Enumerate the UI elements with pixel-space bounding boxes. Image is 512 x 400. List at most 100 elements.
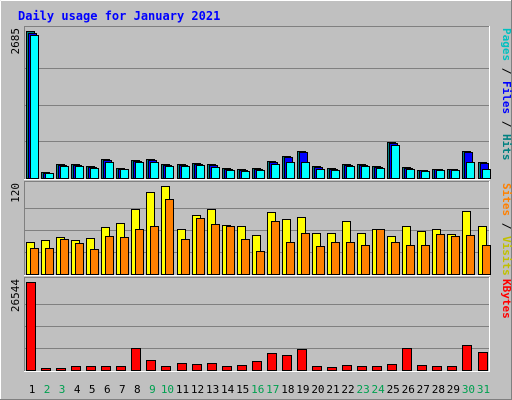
bar-hits-pages-day-24: [376, 168, 385, 179]
bar-visits-sites-day-5: [90, 249, 99, 275]
bar-kbytes-kbytes-day-19: [297, 349, 307, 371]
bar-kbytes-kbytes-day-10: [161, 366, 171, 371]
day-label-17: 17: [266, 383, 279, 396]
panel-hits: 2685 Pages / Files / Hits: [9, 26, 512, 180]
bar-visits-sites-day-12: [196, 218, 205, 275]
bar-visits-sites-day-1: [30, 248, 39, 275]
bar-visits-sites-day-27: [421, 245, 430, 275]
day-label-25: 25: [387, 383, 400, 396]
bar-hits-pages-day-8: [135, 162, 144, 179]
bar-hits-pages-day-29: [451, 170, 460, 179]
bar-hits-pages-day-1: [30, 35, 39, 179]
bar-kbytes-kbytes-day-6: [101, 366, 111, 371]
bar-hits-pages-day-30: [466, 162, 475, 179]
bar-hits-pages-day-7: [120, 169, 129, 179]
bar-kbytes-kbytes-day-15: [237, 365, 247, 371]
bar-visits-sites-day-23: [361, 245, 370, 275]
bar-visits-sites-day-22: [346, 242, 355, 275]
bar-visits-sites-day-6: [105, 236, 114, 275]
bar-hits-pages-day-22: [346, 166, 355, 179]
day-label-15: 15: [236, 383, 249, 396]
bar-hits-pages-day-12: [196, 165, 205, 179]
bar-visits-sites-day-18: [286, 242, 295, 275]
panel-kbytes: 26544 KBytes: [9, 277, 512, 372]
day-label-13: 13: [206, 383, 219, 396]
bar-hits-pages-day-26: [406, 169, 415, 179]
day-label-8: 8: [134, 383, 141, 396]
day-label-21: 21: [326, 383, 339, 396]
bar-hits-pages-day-10: [165, 166, 174, 179]
day-label-10: 10: [161, 383, 174, 396]
day-label-3: 3: [59, 383, 66, 396]
bar-hits-pages-day-11: [181, 166, 190, 179]
bar-hits-pages-day-9: [150, 162, 159, 179]
day-label-14: 14: [221, 383, 235, 396]
day-label-9: 9: [149, 383, 156, 396]
bar-kbytes-kbytes-day-28: [432, 366, 442, 371]
day-label-4: 4: [74, 383, 81, 396]
day-label-29: 29: [447, 383, 460, 396]
bar-kbytes-kbytes-day-7: [116, 366, 126, 371]
bar-hits-pages-day-18: [286, 162, 295, 179]
legend-files: Files: [500, 81, 512, 114]
day-label-18: 18: [281, 383, 294, 396]
legend-kbytes: KBytes: [500, 279, 512, 319]
bar-hits-pages-day-17: [271, 164, 280, 179]
bar-visits-sites-day-11: [181, 239, 190, 275]
bar-kbytes-kbytes-day-1: [26, 282, 36, 371]
bar-visits-sites-day-9: [150, 226, 159, 275]
bar-kbytes-kbytes-day-23: [357, 366, 367, 371]
bar-hits-pages-day-21: [331, 170, 340, 179]
day-label-7: 7: [119, 383, 126, 396]
bar-kbytes-kbytes-day-27: [417, 365, 427, 371]
bar-kbytes-kbytes-day-8: [131, 348, 141, 371]
bar-hits-pages-day-13: [211, 167, 220, 179]
bar-kbytes-kbytes-day-16: [252, 361, 262, 371]
bar-visits-sites-day-20: [316, 246, 325, 275]
bar-hits-pages-day-14: [226, 170, 235, 179]
legend-pages: Pages: [500, 28, 512, 61]
panel-kbytes-background: [24, 277, 490, 372]
bar-hits-pages-day-16: [256, 170, 265, 179]
bar-kbytes-kbytes-day-21: [327, 367, 337, 371]
panel-hits-legend: Pages / Files / Hits: [500, 28, 512, 161]
bar-visits-sites-day-4: [75, 243, 84, 275]
day-label-11: 11: [176, 383, 189, 396]
panel-kbytes-ymax-label: 26544: [9, 279, 22, 312]
bar-kbytes-kbytes-day-11: [177, 363, 187, 371]
bar-kbytes-kbytes-day-17: [267, 353, 277, 371]
day-label-26: 26: [402, 383, 415, 396]
bar-hits-pages-day-15: [241, 171, 250, 179]
bar-visits-sites-day-10: [165, 199, 174, 275]
bar-visits-sites-day-13: [211, 224, 220, 275]
day-label-6: 6: [104, 383, 111, 396]
day-label-30: 30: [462, 383, 475, 396]
bar-visits-sites-day-16: [256, 251, 265, 275]
bar-kbytes-kbytes-day-22: [342, 365, 352, 371]
bar-hits-pages-day-2: [45, 173, 54, 179]
bar-visits-sites-day-14: [226, 226, 235, 275]
day-label-12: 12: [191, 383, 204, 396]
day-label-5: 5: [89, 383, 96, 396]
bar-kbytes-kbytes-day-14: [222, 366, 232, 371]
bar-kbytes-kbytes-day-24: [372, 366, 382, 371]
bar-hits-pages-day-3: [60, 166, 69, 179]
bar-visits-sites-day-31: [482, 245, 491, 275]
bar-visits-sites-day-29: [451, 236, 460, 275]
bar-kbytes-kbytes-day-9: [146, 360, 156, 371]
bar-hits-pages-day-25: [391, 145, 400, 179]
bar-visits-sites-day-30: [466, 235, 475, 275]
bar-kbytes-kbytes-day-29: [447, 366, 457, 371]
bar-kbytes-kbytes-day-3: [56, 368, 66, 371]
bar-hits-pages-day-23: [361, 166, 370, 179]
bar-kbytes-kbytes-day-12: [192, 364, 202, 371]
panel-hits-ymax-label: 2685: [9, 28, 22, 55]
bar-hits-pages-day-27: [421, 171, 430, 179]
bar-visits-sites-day-24: [376, 229, 385, 275]
day-label-28: 28: [432, 383, 445, 396]
panel-kbytes-legend: KBytes: [500, 279, 512, 319]
panel-hits-background: [24, 26, 490, 180]
panel-visits-ymax-label: 120: [9, 183, 22, 203]
bar-hits-pages-day-28: [436, 170, 445, 179]
